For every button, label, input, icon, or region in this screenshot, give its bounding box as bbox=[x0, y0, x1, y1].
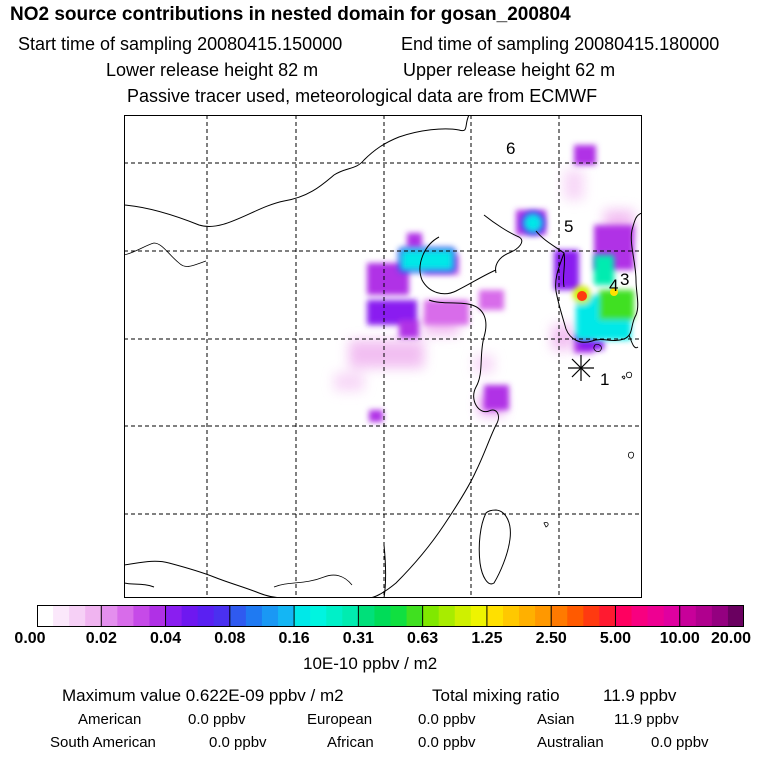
colorbar-cell bbox=[663, 605, 681, 627]
colorbar-tick-label: 1.25 bbox=[471, 630, 503, 647]
receptor-marker bbox=[568, 355, 594, 381]
colorbar-cell bbox=[647, 605, 665, 627]
colorbar-tick-label: 2.50 bbox=[535, 630, 567, 647]
region-asian-name: Asian bbox=[537, 711, 575, 728]
colorbar-cell bbox=[181, 605, 199, 627]
colorbar-cell bbox=[422, 605, 440, 627]
colorbar-cell bbox=[551, 605, 568, 627]
colorbar-cell bbox=[615, 605, 633, 627]
colorbar-units: 10E-10 ppbv / m2 bbox=[303, 654, 438, 673]
colorbar-tick-label: 0.02 bbox=[85, 630, 117, 647]
region-european-value: 0.0 ppbv bbox=[418, 711, 476, 728]
colorbar-cell bbox=[85, 605, 102, 627]
colorbar-cell bbox=[374, 605, 392, 627]
maximum-value: Maximum value 0.622E-09 ppbv / m2 bbox=[62, 686, 344, 705]
colorbar-cell bbox=[117, 605, 135, 627]
colorbar-cell bbox=[310, 605, 327, 627]
region-african-name: African bbox=[327, 734, 374, 751]
plume-core bbox=[398, 211, 634, 340]
colorbar-cell bbox=[149, 605, 167, 627]
total-mixing-ratio-label: Total mixing ratio bbox=[432, 686, 560, 705]
colorbar-tick-label: 20.00 bbox=[710, 630, 752, 647]
colorbar-cell bbox=[358, 605, 376, 627]
region-south-american-value: 0.0 ppbv bbox=[209, 734, 267, 751]
colorbar-cell bbox=[261, 605, 279, 627]
colorbar-cell bbox=[711, 605, 729, 627]
colorbar-cell bbox=[53, 605, 70, 627]
colorbar-cell bbox=[502, 605, 520, 627]
colorbar-cell bbox=[583, 605, 600, 627]
marker-label-5: 5 bbox=[564, 217, 573, 236]
colorbar-tick-label: 0.63 bbox=[407, 630, 439, 647]
colorbar-tick-label: 0.08 bbox=[214, 630, 246, 647]
plume-hotspot bbox=[577, 288, 618, 301]
colorbar-cell bbox=[101, 605, 118, 627]
colorbar-cell bbox=[342, 605, 359, 627]
colorbar-cell bbox=[133, 605, 151, 627]
colorbar-tick-label: 0.31 bbox=[342, 630, 374, 647]
colorbar-cell bbox=[486, 605, 504, 627]
map-frame bbox=[124, 115, 642, 598]
colorbar-cell bbox=[197, 605, 215, 627]
region-australian-value: 0.0 ppbv bbox=[651, 734, 709, 751]
lat-lon-grid bbox=[124, 115, 642, 598]
colorbar-cell bbox=[294, 605, 311, 627]
colorbar-cell bbox=[519, 605, 536, 627]
colorbar-cell bbox=[567, 605, 584, 627]
colorbar-cell bbox=[229, 605, 247, 627]
colorbar-cell bbox=[454, 605, 472, 627]
colorbar-cell bbox=[631, 605, 649, 627]
colorbar-tick-label: 10.00 bbox=[659, 630, 700, 647]
colorbar-cell bbox=[438, 605, 456, 627]
colorbar-cell bbox=[599, 605, 617, 627]
lower-release-height: Lower release height 82 m bbox=[106, 60, 319, 80]
region-australian-name: Australian bbox=[537, 734, 604, 751]
colorbar-cell bbox=[390, 605, 408, 627]
colorbar-tick-label: 0.04 bbox=[149, 630, 182, 647]
colorbar-cell bbox=[535, 605, 552, 627]
colorbar-tick-label: 0.16 bbox=[278, 630, 310, 647]
colorbar-cell bbox=[326, 605, 343, 627]
plot-title: NO2 source contributions in nested domai… bbox=[10, 4, 571, 25]
start-time-label: Start time of sampling 20080415.150000 bbox=[18, 34, 343, 54]
map-panel: 1 3 4 5 6 bbox=[124, 115, 642, 598]
tracer-note: Passive tracer used, meteorological data… bbox=[127, 86, 598, 106]
colorbar-cell bbox=[165, 605, 183, 627]
region-american-value: 0.0 ppbv bbox=[188, 711, 246, 728]
colorbar-cell bbox=[37, 605, 54, 627]
colorbar bbox=[37, 605, 745, 627]
colorbar-cell bbox=[470, 605, 488, 627]
plume-purple bbox=[367, 145, 634, 422]
colorbar-cell bbox=[406, 605, 424, 627]
colorbar-tick-label: 5.00 bbox=[599, 630, 632, 647]
region-asian-value: 11.9 ppbv bbox=[614, 711, 679, 728]
colorbar-cell bbox=[245, 605, 263, 627]
marker-label-4: 4 bbox=[609, 276, 618, 295]
colorbar-cell bbox=[278, 605, 295, 627]
colorbar-cell bbox=[679, 605, 697, 627]
end-time-label: End time of sampling 20080415.180000 bbox=[401, 34, 720, 54]
colorbar-tick-label: 0.00 bbox=[14, 630, 46, 647]
total-mixing-ratio-value: 11.9 ppbv bbox=[603, 686, 677, 705]
colorbar-cell bbox=[695, 605, 713, 627]
colorbar-cell bbox=[727, 605, 745, 627]
coastlines bbox=[124, 115, 642, 598]
colorbar-cell bbox=[69, 605, 86, 627]
marker-label-1: 1 bbox=[600, 370, 609, 389]
region-european-name: European bbox=[307, 711, 373, 728]
colorbar-cell bbox=[213, 605, 231, 627]
region-african-value: 0.0 ppbv bbox=[418, 734, 476, 751]
region-american-name: American bbox=[78, 711, 142, 728]
marker-label-6: 6 bbox=[506, 139, 515, 158]
upper-release-height: Upper release height 62 m bbox=[403, 60, 616, 80]
region-south-american-name: South American bbox=[50, 734, 156, 751]
marker-label-3: 3 bbox=[620, 270, 629, 289]
colorbar-border bbox=[37, 605, 744, 627]
